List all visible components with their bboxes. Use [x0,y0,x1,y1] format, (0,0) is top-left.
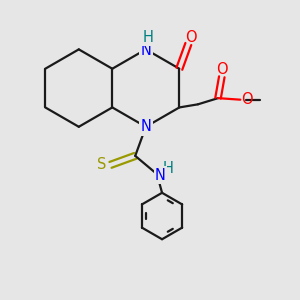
Text: N: N [140,119,151,134]
Text: N: N [140,44,151,59]
Text: S: S [97,158,106,172]
Text: O: O [216,62,228,77]
Text: O: O [185,30,196,45]
Text: N: N [155,168,166,183]
Text: O: O [241,92,253,106]
Text: H: H [162,161,173,176]
Text: H: H [143,30,154,45]
